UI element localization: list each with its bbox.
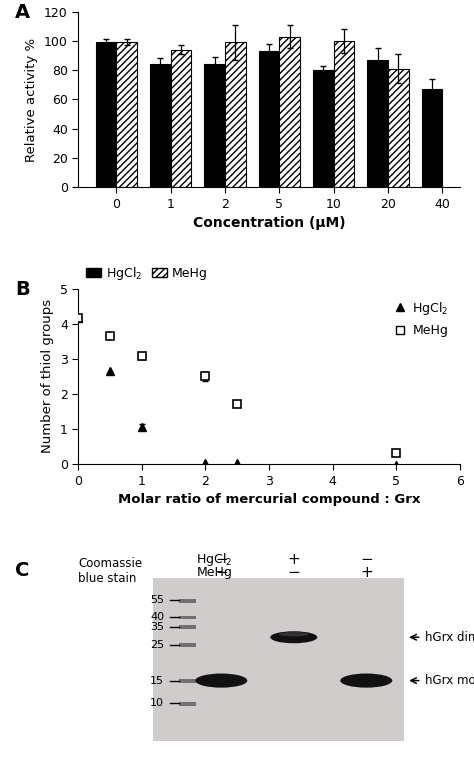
Text: A: A bbox=[15, 3, 30, 22]
Text: C: C bbox=[15, 562, 30, 580]
Text: −: − bbox=[215, 552, 228, 567]
Bar bbox=[116, 42, 137, 187]
Text: 10: 10 bbox=[150, 699, 164, 708]
FancyBboxPatch shape bbox=[153, 577, 404, 741]
FancyBboxPatch shape bbox=[179, 679, 197, 683]
Ellipse shape bbox=[340, 674, 392, 688]
Y-axis label: Number of thiol groups: Number of thiol groups bbox=[41, 299, 54, 453]
Text: 35: 35 bbox=[150, 622, 164, 632]
Ellipse shape bbox=[279, 632, 309, 636]
Text: 15: 15 bbox=[150, 675, 164, 686]
Bar bbox=[334, 41, 355, 187]
Text: +: + bbox=[287, 552, 300, 567]
FancyBboxPatch shape bbox=[179, 626, 197, 629]
Bar bbox=[367, 60, 388, 187]
FancyBboxPatch shape bbox=[179, 599, 197, 603]
Bar bbox=[422, 90, 442, 187]
Text: Coomassie
blue stain: Coomassie blue stain bbox=[78, 558, 142, 585]
Bar bbox=[150, 65, 171, 187]
Bar bbox=[96, 42, 116, 187]
FancyBboxPatch shape bbox=[179, 702, 197, 706]
Ellipse shape bbox=[270, 631, 318, 643]
Bar bbox=[225, 42, 246, 187]
Text: B: B bbox=[15, 280, 30, 299]
Text: 40: 40 bbox=[150, 612, 164, 622]
Ellipse shape bbox=[195, 674, 247, 688]
Text: MeHg: MeHg bbox=[197, 566, 232, 579]
Bar bbox=[279, 37, 300, 187]
Y-axis label: Relative activity %: Relative activity % bbox=[26, 37, 38, 161]
FancyBboxPatch shape bbox=[179, 615, 197, 619]
Bar bbox=[259, 51, 279, 187]
Text: −: − bbox=[215, 565, 228, 580]
Text: −: − bbox=[287, 565, 300, 580]
FancyBboxPatch shape bbox=[179, 643, 197, 647]
Text: hGrx dimer: hGrx dimer bbox=[426, 631, 474, 643]
X-axis label: Molar ratio of mercurial compound : Grx: Molar ratio of mercurial compound : Grx bbox=[118, 493, 420, 506]
X-axis label: Concentration (μM): Concentration (μM) bbox=[193, 217, 345, 230]
Text: −: − bbox=[360, 552, 373, 567]
Text: hGrx monomer: hGrx monomer bbox=[426, 674, 474, 687]
Bar bbox=[204, 65, 225, 187]
Bar bbox=[388, 69, 409, 187]
Text: +: + bbox=[360, 565, 373, 580]
Bar bbox=[313, 70, 334, 187]
Text: HgCl$_2$: HgCl$_2$ bbox=[197, 551, 233, 568]
Text: 55: 55 bbox=[150, 595, 164, 605]
Bar bbox=[171, 50, 191, 187]
Text: 25: 25 bbox=[150, 640, 164, 650]
Legend: HgCl$_2$, MeHg: HgCl$_2$, MeHg bbox=[81, 260, 213, 287]
Legend: HgCl$_2$, MeHg: HgCl$_2$, MeHg bbox=[389, 294, 454, 342]
